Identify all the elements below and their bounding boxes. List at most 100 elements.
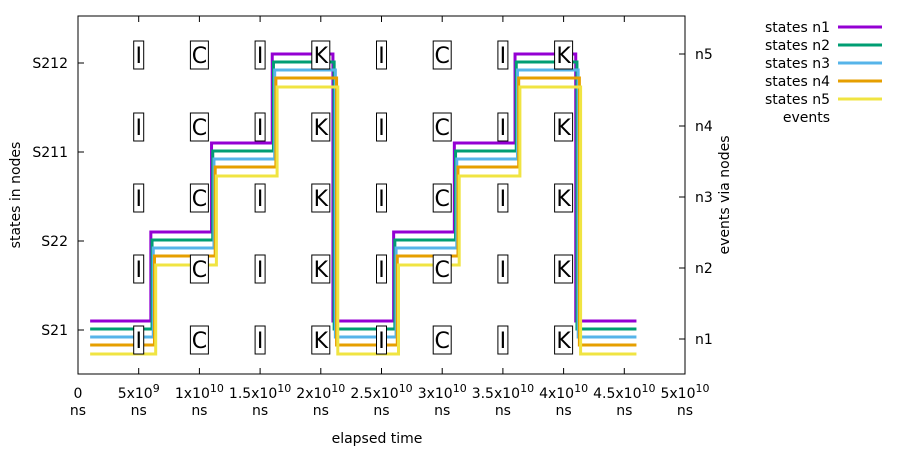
event-label: C: [192, 116, 207, 141]
legend-label-3: states n3: [765, 56, 830, 72]
x-tick-unit: ns: [616, 403, 632, 419]
x-tick-unit: ns: [373, 403, 389, 419]
x-tick-unit: ns: [70, 403, 86, 419]
events-layer: I I I I I C C C C C I I I I I K K K K K I I I I I C C C C C I I I I I K K K K K: [133, 40, 574, 355]
legend-label-1: states n1: [765, 20, 830, 36]
event-label-box: [254, 183, 266, 213]
x-tick-label: 4x1010: [539, 382, 588, 402]
event-label: C: [435, 187, 450, 212]
legend-label-4: states n4: [765, 74, 830, 90]
event-label-box: [497, 325, 509, 355]
x-tick-unit: ns: [556, 403, 572, 419]
event-label: I: [500, 187, 507, 212]
event-label: I: [378, 258, 385, 283]
series-line-3: [90, 68, 637, 339]
event-label: I: [135, 329, 142, 354]
x-tick-label: 5x109: [118, 382, 160, 402]
x-tick-unit: ns: [495, 403, 511, 419]
y-tick-label: S21: [41, 323, 68, 339]
series-line-1: [90, 52, 637, 323]
event-label: K: [556, 258, 571, 283]
event-label: I: [378, 187, 385, 212]
event-label: C: [435, 116, 450, 141]
event-label: K: [314, 187, 329, 212]
y2-tick-label: n3: [695, 190, 713, 206]
event-label: I: [500, 44, 507, 69]
y-tick-label: S212: [32, 56, 68, 72]
event-label-box: [254, 112, 266, 142]
event-label: C: [435, 258, 450, 283]
event-label-box: [554, 112, 574, 142]
event-label-box: [254, 254, 266, 284]
event-label-box: [133, 183, 145, 213]
event-label-box: [311, 183, 331, 213]
x-tick-label: 3x1010: [418, 382, 467, 402]
event-label-box: [432, 254, 452, 284]
event-label: C: [192, 187, 207, 212]
legend-label-5: states n5: [765, 92, 830, 108]
event-label: I: [257, 44, 264, 69]
event-label: C: [435, 329, 450, 354]
event-label-box: [432, 183, 452, 213]
event-label: I: [500, 116, 507, 141]
series-line-2: [90, 60, 637, 331]
x-tick-label: 2x1010: [296, 382, 345, 402]
event-label: K: [314, 44, 329, 69]
event-label-box: [497, 112, 509, 142]
event-label-box: [311, 254, 331, 284]
event-label-box: [554, 254, 574, 284]
event-label-box: [376, 112, 387, 142]
x-tick-unit: ns: [191, 403, 207, 419]
event-label: I: [378, 44, 385, 69]
event-label-box: [554, 183, 574, 213]
event-label-box: [432, 40, 452, 70]
event-label-box: [497, 254, 509, 284]
event-label: I: [135, 187, 142, 212]
event-label: K: [556, 116, 571, 141]
event-label-box: [311, 40, 331, 70]
event-label: K: [556, 329, 571, 354]
event-label: I: [378, 116, 385, 141]
x-tick-label: 4.5x1010: [593, 382, 655, 402]
x-tick-label: 5x1010: [660, 382, 709, 402]
event-label: K: [556, 187, 571, 212]
x-tick-unit: ns: [131, 403, 147, 419]
event-label: K: [556, 44, 571, 69]
event-label: I: [500, 258, 507, 283]
y2-axis-label: events via nodes: [717, 135, 733, 254]
event-label: C: [192, 329, 207, 354]
legend-label-events: events: [783, 110, 830, 126]
event-label-box: [376, 325, 387, 355]
axes-layer: 0ns5x109ns1x1010ns1.5x1010ns2x1010ns2.5x…: [32, 16, 713, 419]
x-tick-unit: ns: [677, 403, 693, 419]
event-label-box: [254, 325, 266, 355]
event-label-box: [554, 40, 574, 70]
event-label: C: [192, 258, 207, 283]
event-label: I: [257, 116, 264, 141]
event-label-box: [311, 112, 331, 142]
event-label-box: [189, 40, 209, 70]
x-tick-label: 3.5x1010: [472, 382, 534, 402]
event-label: K: [314, 258, 329, 283]
event-label-box: [554, 325, 574, 355]
event-label: I: [135, 116, 142, 141]
y2-tick-label: n2: [695, 261, 713, 277]
y-tick-label: S211: [32, 145, 68, 161]
x-tick-unit: ns: [252, 403, 268, 419]
event-label-box: [432, 325, 452, 355]
x-axis-label: elapsed time: [332, 431, 423, 447]
event-label-box: [189, 112, 209, 142]
x-tick-label: 1x1010: [175, 382, 224, 402]
event-label-box: [133, 325, 145, 355]
event-label-box: [133, 40, 145, 70]
event-label: K: [314, 116, 329, 141]
x-tick-unit: ns: [313, 403, 329, 419]
x-tick-label: 2.5x1010: [350, 382, 412, 402]
event-label: K: [314, 329, 329, 354]
event-label-box: [311, 325, 331, 355]
event-label-box: [189, 325, 209, 355]
event-label-box: [376, 254, 387, 284]
event-label: I: [500, 329, 507, 354]
event-label: I: [257, 329, 264, 354]
y2-tick-label: n4: [695, 119, 713, 135]
